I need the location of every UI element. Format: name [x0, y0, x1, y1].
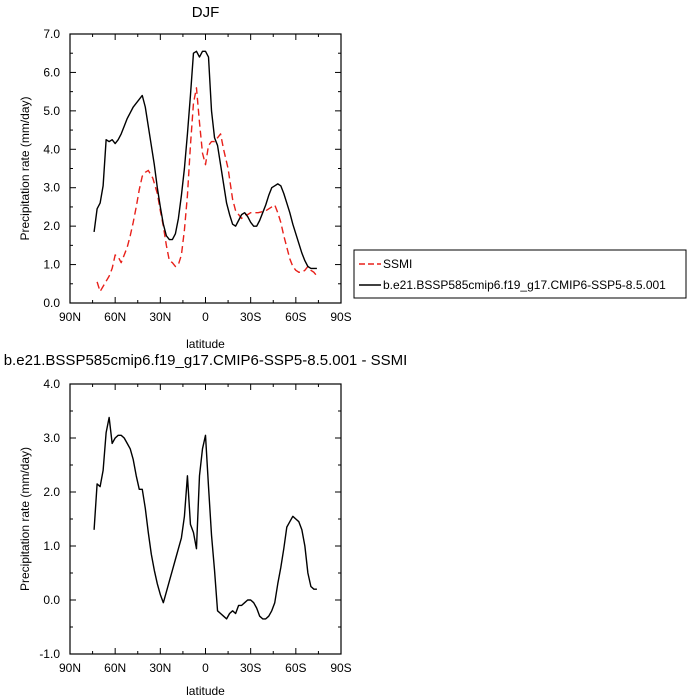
chart-title: b.e21.BSSP585cmip6.f19_g17.CMIP6-SSP5-8.… — [4, 352, 408, 369]
x-tick-label: 30S — [240, 310, 261, 324]
y-tick-label: 2.0 — [43, 485, 60, 499]
x-tick-label: 0 — [202, 310, 209, 324]
x-axis-label: latitude — [186, 684, 225, 698]
y-tick-label: 3.0 — [43, 431, 60, 445]
bottom-panel: b.e21.BSSP585cmip6.f19_g17.CMIP6-SSP5-8.… — [4, 352, 408, 698]
legend-box — [353, 249, 687, 299]
series-line-b-e21-bssp585cmip6-f19-g17-cmip6-ssp5-8-5-001 — [93, 50, 317, 270]
y-tick-label: 4.0 — [43, 377, 60, 391]
legend-entry-label: b.e21.BSSP585cmip6.f19_g17.CMIP6-SSP5-8.… — [383, 278, 666, 292]
y-tick-label: 0.0 — [43, 296, 60, 310]
y-tick-label: 7.0 — [43, 27, 60, 41]
x-tick-label: 90S — [330, 310, 351, 324]
series-line-ssmi — [96, 87, 318, 293]
legend: SSMI b.e21.BSSP585cmip6.f19_g17.CMIP6-SSP… — [353, 249, 687, 299]
x-tick-label: 60S — [285, 661, 306, 675]
y-tick-label: 2.0 — [43, 219, 60, 233]
y-tick-label: 0.0 — [43, 593, 60, 607]
legend-entry-label: SSMI — [383, 257, 412, 271]
y-tick-label: 5.0 — [43, 104, 60, 118]
plot-frame — [69, 33, 342, 304]
x-tick-label: 30S — [240, 661, 261, 675]
y-axis-label: Precipitation rate (mm/day) — [18, 96, 32, 240]
series-line-difference — [93, 416, 317, 620]
x-tick-label: 60N — [104, 661, 126, 675]
x-axis-label: latitude — [186, 337, 225, 351]
x-tick-label: 90S — [330, 661, 351, 675]
x-tick-label: 60N — [104, 310, 126, 324]
y-tick-label: -1.0 — [39, 647, 60, 661]
x-tick-label: 30N — [149, 310, 171, 324]
y-tick-label: 1.0 — [43, 258, 60, 272]
top-panel: DJF 90N 60N 30N 0 30S 60S 90S 0.0 1.0 2.0 3.0 4.0 5.0… — [18, 4, 352, 351]
y-tick-label: 6.0 — [43, 65, 60, 79]
x-tick-label: 90N — [59, 310, 81, 324]
y-tick-label: 1.0 — [43, 539, 60, 553]
x-tick-label: 0 — [202, 661, 209, 675]
y-tick-label: 4.0 — [43, 142, 60, 156]
x-tick-label: 30N — [149, 661, 171, 675]
x-tick-label: 90N — [59, 661, 81, 675]
x-tick-label: 60S — [285, 310, 306, 324]
chart-title: DJF — [192, 4, 220, 21]
y-tick-label: 3.0 — [43, 181, 60, 195]
y-axis-label: Precipitation rate (mm/day) — [18, 447, 32, 591]
